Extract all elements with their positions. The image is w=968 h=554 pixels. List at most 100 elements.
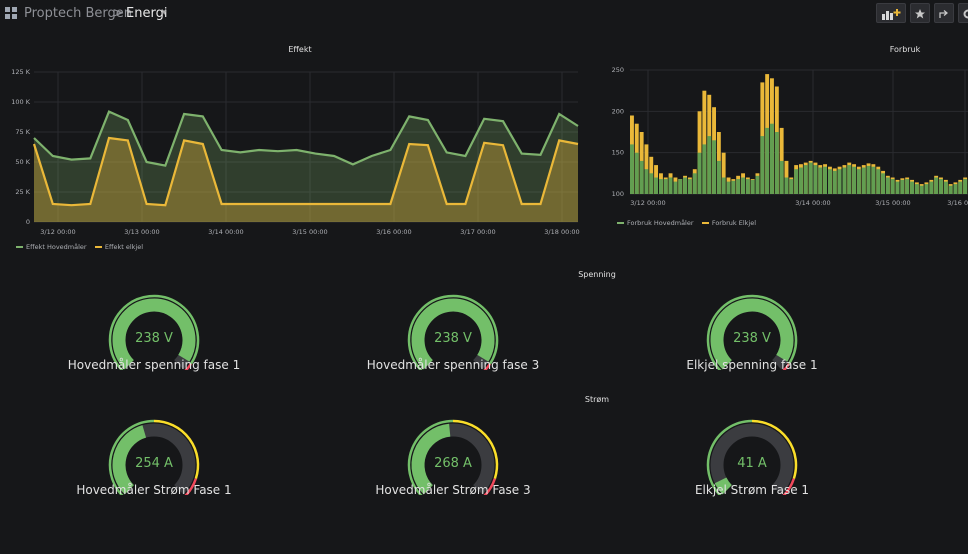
gauge-value: 41 A [737, 456, 767, 471]
gauge-value: 238 V [135, 331, 173, 346]
bar-forbruk-hovedmaler [847, 165, 852, 194]
gauge-track [710, 423, 794, 495]
share-button[interactable] [934, 3, 954, 23]
series-line-effekt-hovedmaler [33, 110, 579, 167]
bar-forbruk-hovedmaler [770, 123, 774, 194]
bar-forbruk-hovedmaler [910, 181, 914, 194]
gauge-hovedmaler-spenning-fase-1: 238 V [104, 290, 204, 372]
x-tick-label: 3/15 00:00 [292, 228, 327, 236]
bar-forbruk-hovedmaler [687, 179, 692, 194]
bar-forbruk-elkjel [784, 160, 789, 194]
add-panel-button[interactable] [876, 3, 906, 23]
bar-forbruk-hovedmaler [924, 184, 929, 194]
gauge-threshold-band [706, 294, 798, 372]
bar-forbruk-hovedmaler [755, 175, 760, 194]
gauge-label: Hovedmåler Strøm Fase 3 [375, 483, 531, 497]
x-tick-label: 3/12 00:00 [630, 199, 665, 207]
bar-forbruk-hovedmaler [881, 173, 885, 194]
gauge-label: Elkjel spenning fase 1 [686, 358, 818, 372]
x-tick-label: 3/13 00:00 [124, 228, 159, 236]
bar-forbruk-hovedmaler [818, 167, 823, 194]
x-tick-label: 3/17 00:00 [460, 228, 495, 236]
star-button[interactable] [910, 3, 930, 23]
legend-label: Effekt elkjel [104, 243, 144, 251]
chevron-down-icon[interactable]: ▾ [162, 8, 167, 18]
bar-forbruk-hovedmaler [649, 173, 654, 194]
top-bar: Proptech Bergen > Energi ▾ [0, 0, 968, 28]
gauge-arc [108, 294, 200, 372]
bar-forbruk-hovedmaler [943, 181, 948, 194]
y-tick-label: 75 K [15, 128, 30, 136]
legend-item-forbruk-hovedmaler[interactable]: Forbruk Hovedmåler [617, 219, 694, 227]
bar-forbruk-hovedmaler [683, 177, 687, 194]
bar-forbruk-elkjel [697, 111, 702, 194]
legend-swatch [701, 222, 709, 224]
bar-forbruk-hovedmaler [876, 169, 881, 194]
bar-forbruk-hovedmaler [919, 185, 924, 194]
gauge-arc [706, 419, 798, 497]
bar-forbruk-hovedmaler [823, 166, 827, 194]
bar-forbruk-hovedmaler [900, 179, 905, 194]
section-title-spenning: Spenning [578, 270, 616, 279]
gauge-value: 268 A [434, 456, 472, 471]
dashboard-grid-icon[interactable] [5, 7, 17, 19]
bar-forbruk-hovedmaler [963, 179, 968, 194]
bar-forbruk-hovedmaler [634, 152, 639, 194]
bar-forbruk-hovedmaler [934, 177, 939, 194]
bar-forbruk-hovedmaler [861, 167, 866, 194]
bar-forbruk-hovedmaler [673, 181, 678, 194]
gauge-hovedmaler-strom-fase-3: 268 A [403, 415, 503, 497]
bar-forbruk-hovedmaler [692, 173, 697, 194]
y-tick-label: 100 [612, 190, 624, 198]
bar-forbruk-hovedmaler [856, 169, 861, 194]
gauge-fill [411, 298, 495, 370]
star-icon [915, 9, 925, 19]
bar-forbruk-hovedmaler [774, 132, 779, 194]
gauge-threshold-band [108, 419, 155, 497]
gauge-value: 254 A [135, 456, 173, 471]
bar-forbruk-hovedmaler [842, 167, 847, 194]
legend-item-effekt-elkjel[interactable]: Effekt elkjel [94, 243, 144, 251]
bar-forbruk-hovedmaler [953, 184, 958, 194]
y-tick-label: 0 [26, 218, 30, 226]
gauge-hovedmaler-spenning-fase-3: 238 V [403, 290, 503, 372]
series-area-effekt-elkjel [34, 138, 578, 222]
legend-item-forbruk-elkjel[interactable]: Forbruk Elkjel [701, 219, 757, 227]
x-tick-label: 3/16 00:00 [376, 228, 411, 236]
legend-label: Forbruk Elkjel [711, 219, 757, 227]
legend-swatch [16, 246, 23, 248]
bar-forbruk-hovedmaler [784, 177, 789, 194]
legend-label: Forbruk Hovedmåler [627, 219, 694, 227]
legend-swatch [617, 222, 624, 224]
settings-button[interactable] [958, 3, 968, 23]
bar-forbruk-elkjel [721, 152, 726, 194]
bar-forbruk-hovedmaler [741, 177, 745, 194]
legend-item-effekt-hovedmaler[interactable]: Effekt Hovedmåler [16, 243, 87, 251]
add-panel-icon [882, 9, 901, 20]
x-tick-label: 3/16 00:00 [947, 199, 968, 207]
breadcrumb-folder[interactable]: Proptech Bergen [24, 6, 133, 21]
dashboard-title[interactable]: Energi [126, 6, 168, 21]
gauge-value: 238 V [733, 331, 771, 346]
gauge-hovedmaler-strom-fase-1: 254 A [104, 415, 204, 497]
bar-forbruk-hovedmaler [707, 136, 712, 194]
gauge-threshold-band [407, 294, 499, 372]
x-tick-label: 3/15 00:00 [875, 199, 910, 207]
bar-forbruk-hovedmaler [828, 169, 832, 194]
bar-forbruk-hovedmaler [958, 181, 963, 194]
x-tick-label: 3/12 00:00 [40, 228, 75, 236]
gauge-threshold-band [706, 419, 753, 497]
forbruk-panel-title[interactable]: Forbruk [889, 45, 921, 54]
x-tick-label: 3/14 00:00 [795, 199, 830, 207]
bar-forbruk-hovedmaler [929, 181, 934, 194]
bar-forbruk-hovedmaler [939, 179, 943, 194]
bar-forbruk-hovedmaler [779, 160, 784, 194]
gear-icon [963, 9, 968, 19]
effekt-panel-title[interactable]: Effekt [288, 45, 312, 54]
gauge-fill [710, 298, 794, 370]
bar-forbruk-hovedmaler [731, 180, 736, 194]
bar-forbruk-hovedmaler [654, 177, 658, 194]
bar-forbruk-hovedmaler [716, 160, 721, 194]
gauge-threshold-band [751, 419, 798, 479]
gauge-fill [112, 425, 147, 495]
